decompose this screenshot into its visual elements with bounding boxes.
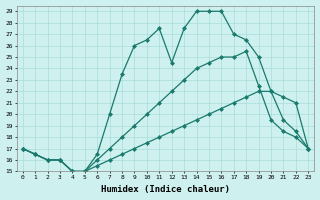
- X-axis label: Humidex (Indice chaleur): Humidex (Indice chaleur): [101, 185, 230, 194]
